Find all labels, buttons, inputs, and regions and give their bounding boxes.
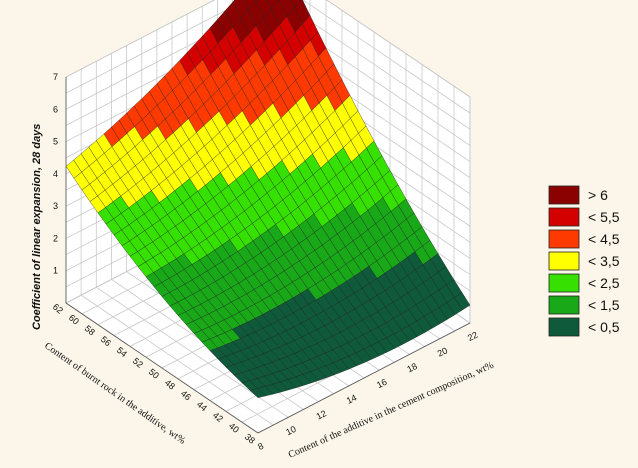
y-tick-label: 62 <box>51 302 65 316</box>
legend-label: < 3,5 <box>588 253 620 269</box>
y-tick-label: 38 <box>243 432 257 446</box>
legend-swatch <box>548 229 580 249</box>
z-tick-label: 2 <box>53 233 58 243</box>
legend-label: < 1,5 <box>588 297 620 313</box>
legend-label: < 4,5 <box>588 231 620 247</box>
y-tick-label: 54 <box>115 345 129 359</box>
legend: > 6 < 5,5 < 4,5 < 3,5 < 2,5 < 1,5 < 0,5 <box>548 185 620 337</box>
y-tick-label: 46 <box>179 388 193 402</box>
axis-ticks: 1234567384042444648505254565860628101214… <box>51 72 479 452</box>
legend-swatch <box>548 251 580 271</box>
surface-mesh <box>65 0 471 398</box>
y-tick-label: 50 <box>147 367 161 381</box>
x-tick-label: 12 <box>315 408 328 421</box>
y-tick-label: 58 <box>83 323 97 337</box>
legend-label: > 6 <box>588 187 608 203</box>
z-tick-label: 3 <box>53 201 58 211</box>
y-tick-label: 42 <box>211 410 225 424</box>
z-axis-title: Coefficient of linear expansion, 28 days <box>31 124 43 330</box>
legend-swatch <box>548 207 580 227</box>
y-tick-label: 40 <box>227 421 241 435</box>
y-tick-label: 48 <box>163 377 177 391</box>
legend-label: < 0,5 <box>588 319 620 335</box>
legend-swatch <box>548 185 580 205</box>
z-tick-label: 6 <box>53 104 58 114</box>
x-tick-label: 20 <box>436 345 449 358</box>
z-tick-label: 1 <box>53 266 58 276</box>
legend-swatch <box>548 295 580 315</box>
x-tick-label: 10 <box>284 424 297 437</box>
z-tick-label: 4 <box>53 169 58 179</box>
x-tick-label: 14 <box>345 392 358 405</box>
x-tick-label: 22 <box>466 330 479 343</box>
y-tick-label: 44 <box>195 399 209 413</box>
y-tick-label: 60 <box>67 312 81 326</box>
legend-label: < 5,5 <box>588 209 620 225</box>
x-tick-label: 16 <box>375 377 388 390</box>
legend-swatch <box>548 273 580 293</box>
x-tick-label: 8 <box>256 441 265 452</box>
z-tick-label: 5 <box>53 137 58 147</box>
y-tick-label: 52 <box>131 356 145 370</box>
y-tick-label: 56 <box>99 334 113 348</box>
legend-swatch <box>548 317 580 337</box>
legend-label: < 2,5 <box>588 275 620 291</box>
x-tick-label: 18 <box>405 361 418 374</box>
z-tick-label: 7 <box>53 72 58 82</box>
surface-cell <box>249 388 266 398</box>
